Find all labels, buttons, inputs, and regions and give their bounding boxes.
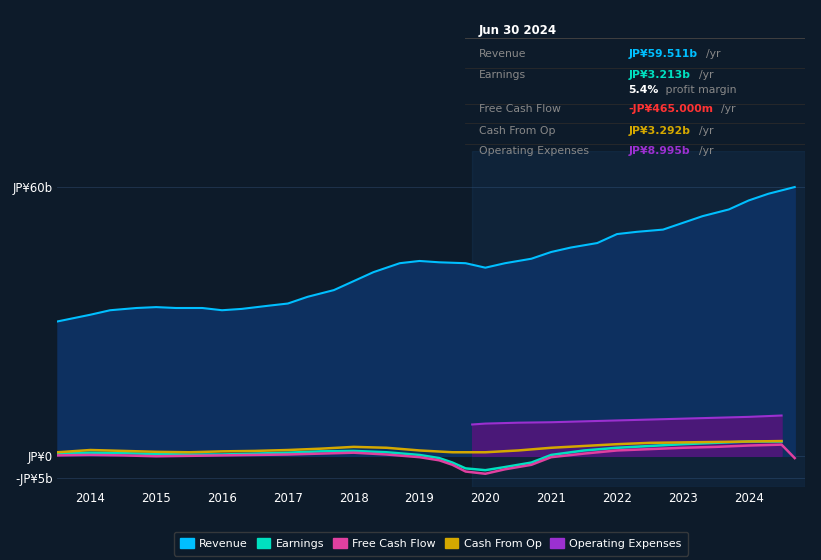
Text: JP¥3.213b: JP¥3.213b — [628, 70, 690, 80]
Text: profit margin: profit margin — [662, 85, 736, 95]
Bar — [472, 151, 805, 487]
Text: /yr: /yr — [699, 125, 713, 136]
Text: Jun 30 2024: Jun 30 2024 — [479, 24, 557, 37]
Text: 5.4%: 5.4% — [628, 85, 658, 95]
Text: Revenue: Revenue — [479, 49, 526, 59]
Text: /yr: /yr — [699, 70, 713, 80]
Text: JP¥8.995b: JP¥8.995b — [628, 147, 690, 156]
Legend: Revenue, Earnings, Free Cash Flow, Cash From Op, Operating Expenses: Revenue, Earnings, Free Cash Flow, Cash … — [174, 532, 688, 556]
Text: Free Cash Flow: Free Cash Flow — [479, 105, 561, 114]
Text: Cash From Op: Cash From Op — [479, 125, 555, 136]
Text: JP¥3.292b: JP¥3.292b — [628, 125, 690, 136]
Text: Operating Expenses: Operating Expenses — [479, 147, 589, 156]
Text: /yr: /yr — [722, 105, 736, 114]
Text: JP¥59.511b: JP¥59.511b — [628, 49, 697, 59]
Text: /yr: /yr — [706, 49, 721, 59]
Text: /yr: /yr — [699, 147, 713, 156]
Text: -JP¥465.000m: -JP¥465.000m — [628, 105, 713, 114]
Text: Earnings: Earnings — [479, 70, 525, 80]
